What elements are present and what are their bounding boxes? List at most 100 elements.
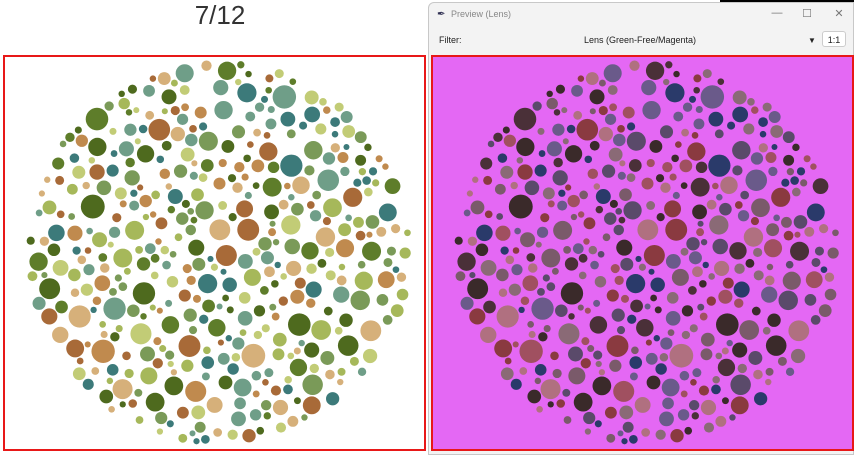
plate-dot — [598, 79, 606, 87]
plate-dot — [178, 289, 191, 302]
plate-dot — [127, 84, 138, 94]
plate-dot — [785, 260, 794, 269]
maximize-icon[interactable]: ☐ — [802, 8, 812, 20]
plate-dot — [781, 216, 792, 228]
plate-dot — [793, 215, 808, 229]
plate-dot — [199, 122, 208, 131]
plate-dot — [794, 231, 801, 238]
plate-dot — [564, 145, 583, 163]
plate-dot — [226, 306, 234, 314]
plate-dot — [134, 138, 141, 145]
plate-dot — [339, 313, 353, 327]
plate-dot — [653, 335, 660, 342]
plate-dot — [56, 210, 65, 219]
zoom-1to1-button[interactable]: 1:1 — [822, 31, 846, 47]
plate-dot — [617, 171, 626, 180]
filter-select[interactable]: Lens (Green-Free/Magenta) — [584, 35, 697, 45]
plate-dot — [386, 246, 396, 256]
plate-dot — [220, 268, 227, 275]
plate-dot — [467, 236, 478, 246]
plate-dot — [251, 370, 262, 381]
plate-dot — [824, 272, 835, 282]
plate-dot — [669, 343, 694, 368]
plate-dot — [280, 154, 303, 177]
plate-dot — [330, 143, 340, 153]
plate-dot — [743, 227, 764, 247]
plate-dot — [516, 157, 524, 164]
plate-dot — [765, 152, 777, 164]
plate-dot — [150, 253, 160, 263]
plate-dot — [758, 143, 768, 153]
plate-dot — [355, 154, 367, 166]
plate-dot — [133, 107, 140, 114]
plate-dot — [392, 266, 400, 273]
plate-dot — [646, 201, 656, 210]
plate-dot — [519, 339, 543, 363]
plate-dot — [483, 175, 493, 185]
minimize-icon[interactable]: — — [771, 7, 783, 19]
plate-dot — [91, 367, 100, 375]
plate-dot — [281, 215, 301, 235]
plate-dot — [547, 200, 555, 208]
plate-dot — [159, 345, 167, 353]
plate-dot — [358, 167, 367, 176]
plate-dot — [118, 282, 128, 291]
plate-dot — [113, 248, 133, 268]
plate-dot — [534, 164, 547, 177]
plate-dot — [557, 200, 568, 211]
plate-dot — [730, 374, 751, 395]
plate-dot — [189, 171, 198, 180]
plate-dot — [84, 247, 92, 254]
plate-dot — [143, 84, 155, 97]
plate-dot — [672, 191, 680, 200]
plate-dot — [551, 267, 559, 275]
plate-dot — [717, 358, 736, 377]
plate-dot — [524, 180, 540, 196]
plate-dot — [317, 169, 340, 192]
plate-dot — [528, 330, 536, 338]
plate-dot — [140, 367, 158, 385]
plate-dot — [253, 128, 261, 137]
plate-dot — [659, 411, 674, 427]
plate-dot — [597, 250, 605, 258]
close-icon[interactable]: ✕ — [834, 8, 844, 20]
plate-dot — [480, 259, 497, 276]
plate-dot — [364, 187, 373, 197]
plate-dot — [99, 389, 114, 404]
plate-dot — [800, 179, 808, 187]
plate-dot — [109, 127, 117, 135]
title-bar: ✒ Preview (Lens) — ☐ ✕ — [429, 3, 853, 25]
chevron-down-icon[interactable]: ▼ — [808, 35, 816, 45]
plate-dot — [176, 406, 189, 419]
plate-dot — [547, 401, 554, 408]
plate-dot — [201, 434, 210, 444]
plate-dot — [180, 147, 195, 162]
plate-dot — [598, 105, 608, 116]
plate-dot — [124, 368, 134, 379]
plate-dot — [708, 273, 715, 280]
plate-dot — [534, 364, 547, 376]
plate-dot — [264, 368, 274, 378]
plate-dot — [232, 182, 243, 193]
plate-dot — [165, 299, 173, 307]
plate-dot — [286, 129, 296, 139]
plate-dot — [810, 163, 817, 170]
plate-dot — [643, 244, 665, 267]
plate-dot — [252, 182, 260, 190]
plate-dot — [675, 141, 682, 148]
plate-dot — [293, 347, 301, 355]
plate-dot — [589, 140, 600, 151]
plate-dot — [606, 289, 619, 302]
plate-dot — [536, 226, 549, 238]
plate-dot — [323, 106, 331, 114]
plate-dot — [69, 153, 80, 163]
plate-dot — [399, 247, 411, 259]
plate-dot — [35, 209, 43, 217]
plate-dot — [193, 438, 200, 445]
plate-dot — [693, 118, 705, 130]
plate-dot — [135, 416, 144, 424]
plate-dot — [733, 281, 750, 298]
plate-dot — [751, 106, 759, 114]
plate-dot — [125, 220, 145, 240]
plate-dot — [299, 121, 308, 130]
